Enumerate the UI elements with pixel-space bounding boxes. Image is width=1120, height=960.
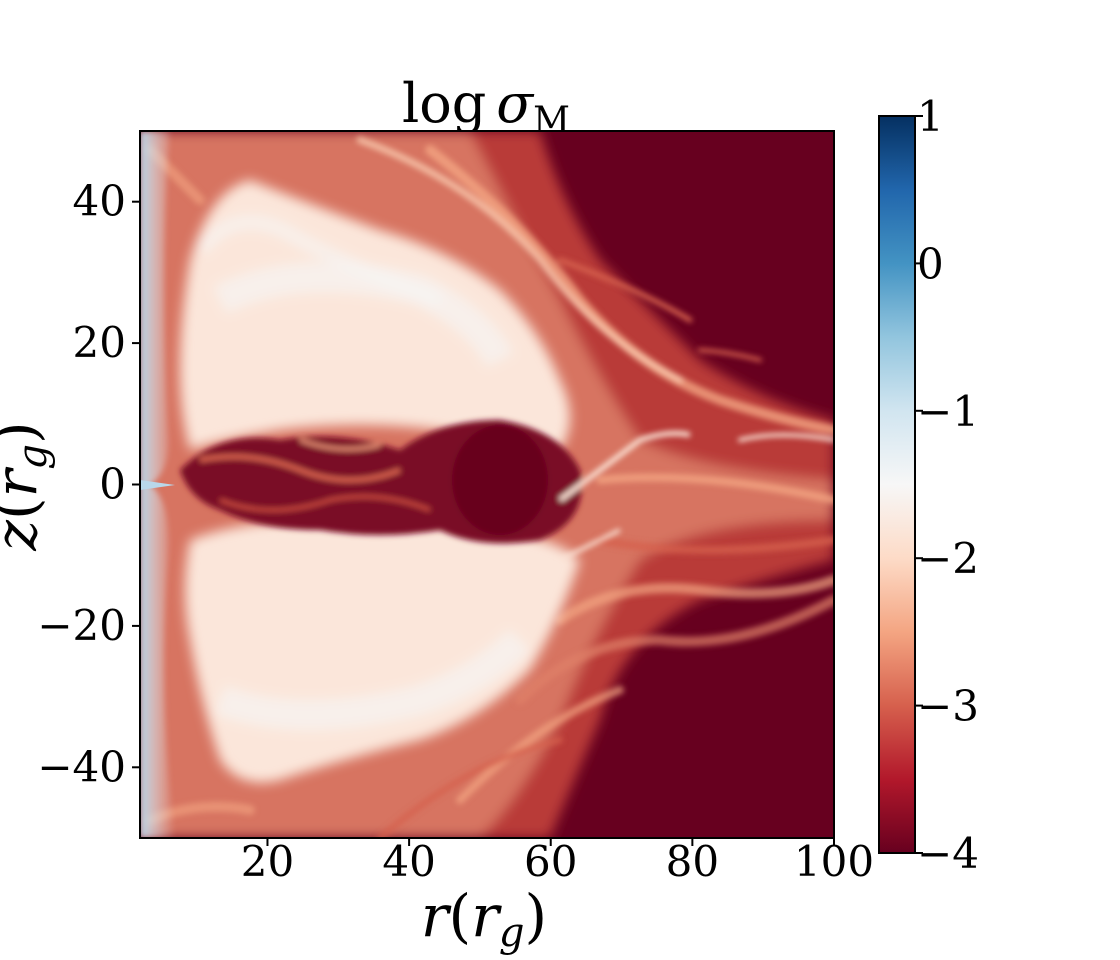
x-tick-label: 60 [524, 837, 577, 886]
x-tick-label: 80 [666, 837, 719, 886]
y-tick-label: −40 [37, 742, 126, 791]
y-tick-label: −20 [37, 601, 126, 650]
x-tick-label: 20 [241, 837, 294, 886]
y-tick-label: 0 [99, 460, 126, 509]
colorbar-tick-label: −4 [917, 829, 979, 878]
x-axis-label: r(rg) [421, 882, 547, 956]
colorbar-tick-label: −3 [917, 682, 979, 731]
y-tick-label: 40 [73, 177, 126, 226]
colorbar-tick-label: −2 [917, 534, 979, 583]
y-axis-label: z(rg) [0, 421, 56, 551]
colorbar [878, 115, 916, 854]
colorbar-ticks: 1 0 −1 −2 −3 −4 [915, 92, 979, 878]
x-tick-label: 100 [794, 837, 874, 886]
chart-title: log σM [402, 72, 570, 141]
colorbar-tick-label: 1 [917, 92, 944, 141]
colorbar-tick-label: −1 [917, 387, 979, 436]
heatmap [140, 131, 834, 838]
y-tick-label: 20 [73, 318, 126, 367]
x-tick-label: 40 [382, 837, 435, 886]
x-axis: 20 40 60 80 100 [241, 837, 874, 886]
y-axis: 40 20 0 −20 −40 [37, 177, 140, 791]
colorbar-tick-label: 0 [917, 239, 944, 288]
